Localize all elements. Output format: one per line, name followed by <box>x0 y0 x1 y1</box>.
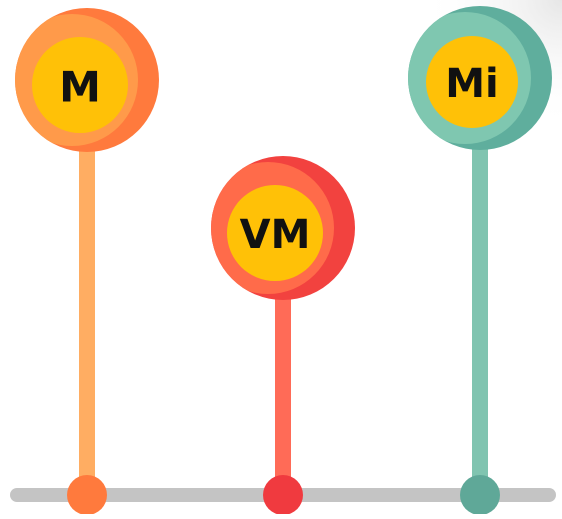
pin-badge <box>227 185 323 281</box>
pin-base <box>263 475 303 515</box>
pin-stem <box>79 140 95 496</box>
pin-badge <box>32 37 128 133</box>
pin: M <box>15 8 159 515</box>
pin: VM <box>211 156 355 515</box>
pin-base <box>460 475 500 515</box>
pin-label: VM <box>240 212 311 258</box>
pin-label: M <box>59 63 101 112</box>
pin-badge <box>426 36 518 128</box>
pin-base <box>67 475 107 515</box>
pin-label: Mi <box>445 61 499 107</box>
pin-stem <box>472 140 488 496</box>
pin-stem <box>275 290 291 496</box>
pin: Mi <box>408 6 552 515</box>
